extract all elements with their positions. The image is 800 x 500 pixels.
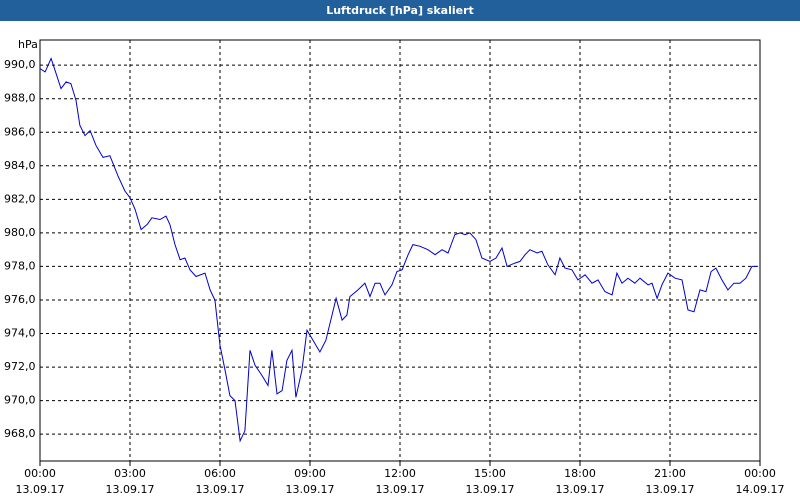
chart-title: Luftdruck [hPa] skaliert (0, 0, 800, 21)
x-tick-label: 13.09.17 (376, 483, 425, 496)
x-tick-label: 06:00 (204, 467, 236, 480)
chart: hPa 968,0 970,0 972,0 974,0 976,0 978,0 980,0 9… (4, 38, 785, 496)
y-tick-label: 990,0 (4, 58, 36, 71)
x-tick-label: 13.09.17 (16, 483, 65, 496)
y-axis-label: hPa (18, 38, 38, 51)
y-tick-label: 970,0 (4, 394, 36, 407)
x-tick-label: 15:00 (474, 467, 506, 480)
x-tick-label: 09:00 (294, 467, 326, 480)
x-tick-label: 13.09.17 (646, 483, 695, 496)
x-tick-label: 03:00 (114, 467, 146, 480)
x-tick-label: 13.09.17 (556, 483, 605, 496)
y-tick-label: 980,0 (4, 226, 36, 239)
y-tick-label: 968,0 (4, 427, 36, 440)
y-tick-label: 972,0 (4, 360, 36, 373)
x-tick-label: 13.09.17 (196, 483, 245, 496)
y-tick-label: 976,0 (4, 293, 36, 306)
x-tick-label: 18:00 (564, 467, 596, 480)
x-tick-label: 13.09.17 (286, 483, 335, 496)
y-tick-label: 978,0 (4, 259, 36, 272)
x-tick-label: 14.09.17 (736, 483, 785, 496)
x-tick-label: 00:00 (24, 467, 56, 480)
y-tick-label: 986,0 (4, 125, 36, 138)
x-tick-label: 13.09.17 (466, 483, 515, 496)
y-tick-label: 984,0 (4, 159, 36, 172)
y-tick-label: 974,0 (4, 327, 36, 340)
data-line (39, 57, 758, 443)
x-tick-label: 21:00 (654, 467, 686, 480)
x-tick-label: 12:00 (384, 467, 416, 480)
y-tick-label: 982,0 (4, 192, 36, 205)
x-tick-label: 13.09.17 (106, 483, 155, 496)
y-tick-label: 988,0 (4, 92, 36, 105)
x-tick-label: 00:00 (744, 467, 776, 480)
